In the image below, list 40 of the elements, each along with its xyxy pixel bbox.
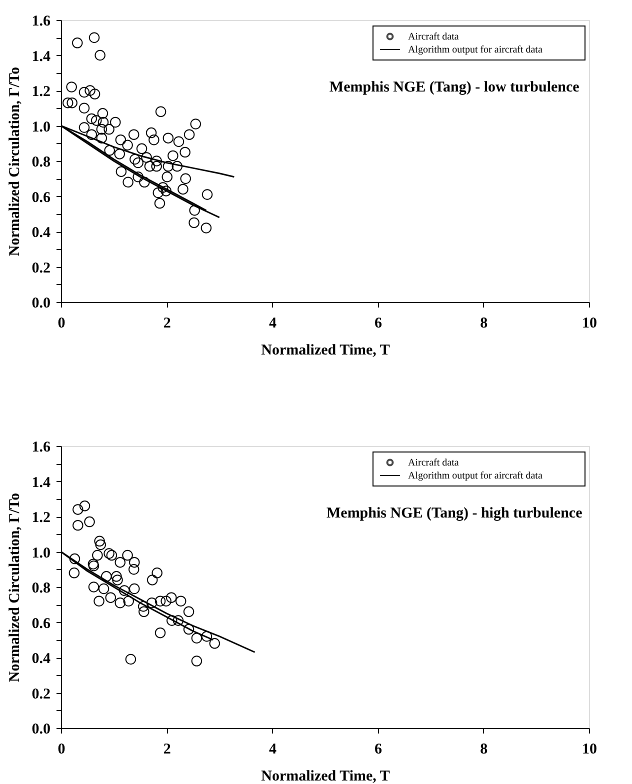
y-tick-label: 0.4	[32, 651, 51, 667]
y-tick-label: 0.0	[32, 722, 50, 738]
y-tick-label: 0.2	[32, 686, 50, 702]
annotation: Memphis NGE (Tang) - high turbulence	[326, 505, 583, 522]
y-axis-title: Normalized Circulation, Γ/Το	[6, 66, 23, 256]
y-tick-label: 1.2	[32, 510, 50, 526]
x-tick-label: 4	[268, 316, 277, 332]
y-tick-label: 1.6	[32, 14, 51, 30]
x-tick-label: 6	[374, 742, 383, 758]
x-tick-label: 10	[582, 742, 597, 758]
x-tick-label: 0	[58, 316, 66, 332]
x-axis-title: Normalized Time, T	[261, 768, 390, 784]
x-tick-label: 10	[582, 316, 597, 332]
legend-label: Aircraft data	[408, 458, 460, 468]
y-tick-label: 0.2	[32, 260, 50, 276]
y-tick-label: 0.0	[32, 296, 50, 312]
x-tick-label: 8	[480, 316, 488, 332]
y-tick-label: 1.0	[32, 545, 50, 562]
x-tick-label: 6	[374, 316, 383, 332]
y-tick-label: 0.4	[32, 225, 51, 241]
y-tick-label: 1.6	[32, 440, 51, 456]
legend-label: Algorithm output for aircraft data	[408, 470, 543, 482]
x-tick-label: 2	[163, 742, 171, 758]
legend-label: Algorithm output for aircraft data	[408, 44, 543, 56]
x-axis-title: Normalized Time, T	[261, 342, 390, 358]
y-tick-label: 0.8	[32, 154, 50, 170]
y-axis-title: Normalized Circulation, Γ/Το	[6, 492, 23, 682]
annotation: Memphis NGE (Tang) - low turbulence	[329, 79, 580, 96]
x-tick-label: 8	[480, 742, 488, 758]
y-tick-label: 1.4	[32, 48, 51, 65]
y-tick-label: 1.2	[32, 84, 50, 100]
y-tick-label: 1.4	[32, 474, 51, 491]
x-tick-label: 2	[163, 316, 171, 332]
y-tick-label: 1.0	[32, 119, 50, 136]
y-tick-label: 0.6	[32, 616, 51, 632]
legend-label: Aircraft data	[408, 32, 460, 42]
y-tick-label: 0.8	[32, 580, 50, 596]
y-tick-label: 0.6	[32, 190, 51, 206]
x-tick-label: 4	[268, 742, 277, 758]
x-tick-label: 0	[58, 742, 66, 758]
